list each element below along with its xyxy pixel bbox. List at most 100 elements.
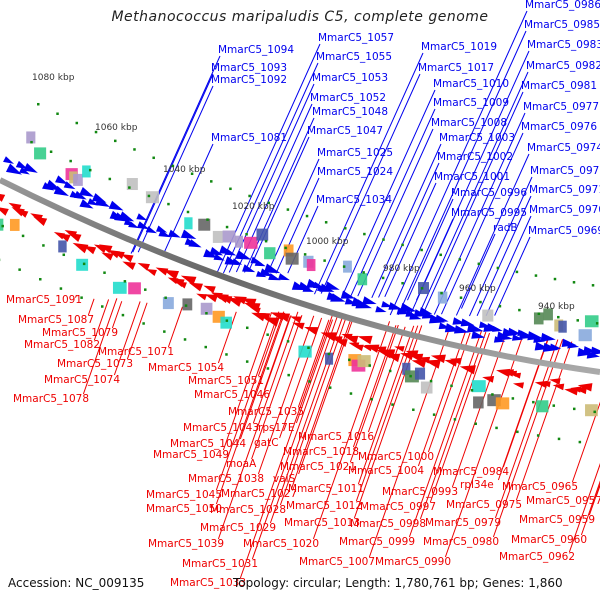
reverse-gene-arrow[interactable] bbox=[67, 232, 82, 242]
reverse-gene-arrow[interactable] bbox=[512, 382, 524, 389]
reverse-gene-arrow[interactable] bbox=[137, 262, 150, 271]
reverse-gene-label[interactable]: MmarC5_0960 bbox=[511, 534, 587, 546]
reverse-gene-label[interactable]: MmarC5_1029 bbox=[200, 522, 276, 534]
reverse-gene-label[interactable]: MmarC5_1021 bbox=[280, 461, 356, 473]
reverse-gene-label[interactable]: rps17E bbox=[258, 422, 294, 434]
reverse-gene-arrow[interactable] bbox=[122, 261, 136, 271]
forward-gene-label[interactable]: MmarC5_0995 bbox=[451, 207, 527, 219]
forward-gene-arrow[interactable] bbox=[492, 325, 503, 332]
forward-gene-arrow[interactable] bbox=[268, 273, 281, 281]
forward-gene-arrow[interactable] bbox=[434, 314, 449, 323]
forward-gene-label[interactable]: MmarC5_1008 bbox=[431, 117, 507, 129]
reverse-gene-arrow[interactable] bbox=[482, 376, 495, 383]
reverse-gene-arrow[interactable] bbox=[263, 317, 280, 327]
reverse-gene-arrow[interactable] bbox=[57, 233, 71, 242]
forward-gene-arrow[interactable] bbox=[340, 290, 356, 299]
reverse-gene-label[interactable]: MmarC5_1087 bbox=[18, 314, 94, 326]
reverse-gene-arrow[interactable] bbox=[188, 282, 204, 292]
feature-box[interactable] bbox=[536, 400, 549, 413]
forward-gene-arrow[interactable] bbox=[471, 330, 486, 339]
feature-box[interactable] bbox=[235, 235, 244, 248]
forward-gene-label[interactable]: MmarC5_0972 bbox=[530, 165, 600, 177]
forward-gene-label[interactable]: MmarC5_1094 bbox=[218, 44, 294, 56]
feature-box[interactable] bbox=[343, 260, 352, 273]
forward-gene-arrow[interactable] bbox=[118, 211, 135, 222]
reverse-gene-label[interactable]: MmarC5_1071 bbox=[98, 346, 174, 358]
forward-gene-label[interactable]: MmarC5_1010 bbox=[433, 78, 509, 90]
reverse-gene-arrow[interactable] bbox=[357, 335, 373, 345]
forward-gene-arrow[interactable] bbox=[254, 259, 266, 267]
forward-gene-label[interactable]: MmarC5_1009 bbox=[433, 97, 509, 109]
feature-box[interactable] bbox=[264, 247, 276, 260]
reverse-gene-label[interactable]: MmarC5_0993 bbox=[382, 486, 458, 498]
reverse-gene-label[interactable]: MmarC5_0957 bbox=[526, 495, 600, 507]
feature-box[interactable] bbox=[128, 282, 141, 295]
reverse-gene-arrow[interactable] bbox=[459, 365, 476, 375]
reverse-gene-label[interactable]: MmarC5_1051 bbox=[188, 375, 264, 387]
feature-box[interactable] bbox=[285, 252, 299, 265]
feature-box[interactable] bbox=[482, 309, 494, 322]
feature-box[interactable] bbox=[420, 381, 433, 394]
reverse-gene-label[interactable]: MmarC5_1073 bbox=[57, 358, 133, 370]
forward-gene-label[interactable]: MmarC5_0970 bbox=[529, 204, 600, 216]
reverse-gene-label[interactable]: MmarC5_0959 bbox=[519, 514, 595, 526]
feature-box[interactable] bbox=[256, 228, 269, 241]
reverse-gene-label[interactable]: MmarC5_1049 bbox=[153, 449, 229, 461]
forward-gene-label[interactable]: MmarC5_1034 bbox=[316, 194, 392, 206]
reverse-gene-label[interactable]: valS bbox=[273, 473, 296, 485]
reverse-gene-arrow[interactable] bbox=[343, 335, 359, 344]
reverse-gene-label[interactable]: MmarC5_1013 bbox=[284, 517, 360, 529]
forward-gene-arrow[interactable] bbox=[79, 199, 94, 209]
reverse-gene-label[interactable]: MmarC5_0979 bbox=[425, 517, 501, 529]
reverse-gene-arrow[interactable] bbox=[304, 327, 319, 336]
reverse-gene-arrow[interactable] bbox=[83, 245, 97, 255]
reverse-gene-label[interactable]: MmarC5_1033 bbox=[170, 577, 246, 589]
feature-box[interactable] bbox=[543, 308, 553, 321]
forward-gene-label[interactable]: MmarC5_0983 bbox=[527, 39, 600, 51]
feature-box[interactable] bbox=[200, 302, 213, 315]
feature-box[interactable] bbox=[533, 312, 544, 325]
reverse-gene-arrow[interactable] bbox=[120, 254, 134, 263]
forward-gene-label[interactable]: MmarC5_0969 bbox=[528, 225, 600, 237]
forward-gene-arrow[interactable] bbox=[136, 213, 148, 221]
forward-gene-arrow[interactable] bbox=[79, 187, 95, 197]
forward-gene-label[interactable]: MmarC5_1001 bbox=[434, 171, 510, 183]
forward-gene-arrow[interactable] bbox=[180, 229, 197, 240]
reverse-gene-arrow[interactable] bbox=[53, 231, 66, 240]
reverse-gene-arrow[interactable] bbox=[352, 344, 364, 352]
reverse-gene-label[interactable]: gatC bbox=[254, 437, 279, 449]
feature-box[interactable] bbox=[578, 329, 592, 342]
reverse-gene-label[interactable]: MmarC5_1038 bbox=[188, 473, 264, 485]
reverse-gene-arrow[interactable] bbox=[500, 369, 514, 377]
forward-gene-arrow[interactable] bbox=[527, 331, 544, 341]
reverse-gene-label[interactable]: MmarC5_1078 bbox=[13, 393, 89, 405]
reverse-gene-label[interactable]: MmarC5_1004 bbox=[348, 465, 424, 477]
reverse-gene-arrow[interactable] bbox=[72, 242, 89, 254]
reverse-gene-arrow[interactable] bbox=[424, 359, 441, 369]
forward-gene-label[interactable]: MmarC5_1047 bbox=[307, 125, 383, 137]
feature-box[interactable] bbox=[0, 218, 4, 231]
reverse-gene-arrow[interactable] bbox=[155, 267, 169, 276]
forward-gene-label[interactable]: MmarC5_1024 bbox=[317, 166, 393, 178]
reverse-gene-arrow[interactable] bbox=[320, 332, 337, 342]
feature-box[interactable] bbox=[306, 259, 316, 272]
forward-gene-arrow[interactable] bbox=[73, 190, 87, 200]
reverse-gene-arrow[interactable] bbox=[175, 281, 187, 289]
reverse-gene-label[interactable]: MmarC5_1043 bbox=[183, 422, 259, 434]
reverse-gene-label[interactable]: MmarC5_0990 bbox=[375, 556, 451, 568]
reverse-gene-label[interactable]: MmarC5_1016 bbox=[298, 431, 374, 443]
forward-gene-arrow[interactable] bbox=[302, 285, 315, 292]
forward-gene-arrow[interactable] bbox=[231, 258, 243, 265]
forward-gene-label[interactable]: MmarC5_1052 bbox=[310, 92, 386, 104]
reverse-gene-arrow[interactable] bbox=[573, 386, 587, 395]
reverse-gene-arrow[interactable] bbox=[292, 322, 305, 330]
reverse-gene-arrow[interactable] bbox=[16, 209, 29, 218]
feature-box[interactable] bbox=[9, 218, 20, 231]
reverse-gene-label[interactable]: MmarC5_0999 bbox=[339, 536, 415, 548]
forward-gene-label[interactable]: MmarC5_1002 bbox=[437, 151, 513, 163]
forward-gene-arrow[interactable] bbox=[511, 334, 524, 341]
reverse-gene-arrow[interactable] bbox=[204, 294, 218, 303]
forward-gene-label[interactable]: MmarC5_0985 bbox=[524, 19, 600, 31]
reverse-gene-label[interactable]: MmarC5_1046 bbox=[194, 389, 270, 401]
forward-gene-arrow[interactable] bbox=[453, 325, 470, 334]
